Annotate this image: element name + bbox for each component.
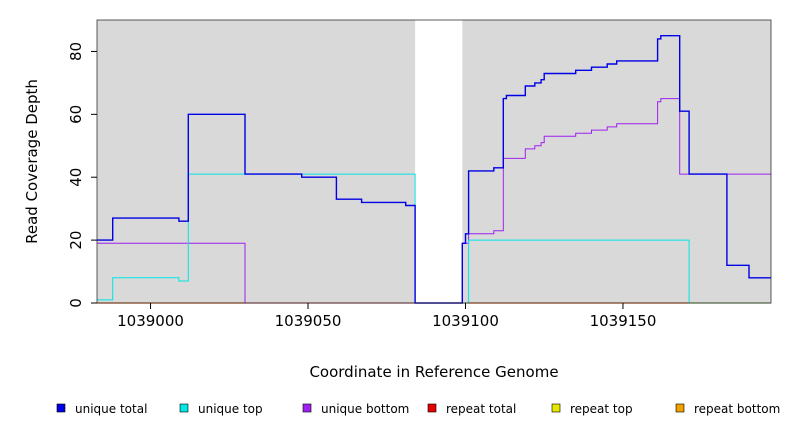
plot-area <box>97 20 771 303</box>
legend-item-repeat-bottom: repeat bottom <box>675 402 780 416</box>
x-tick-label: 1039100 <box>432 312 499 330</box>
legend-item-repeat-top: repeat top <box>551 402 633 416</box>
x-axis-title: Coordinate in Reference Genome <box>309 363 558 381</box>
x-tick-label: 1039150 <box>590 312 657 330</box>
y-tick-label: 60 <box>67 105 85 124</box>
legend-swatch <box>427 403 437 413</box>
x-tick-label: 1039000 <box>117 312 184 330</box>
legend-label: repeat top <box>570 402 633 416</box>
y-tick-label: 40 <box>67 168 85 187</box>
legend-swatch <box>675 403 685 413</box>
series-line-unique-bottom <box>97 98 771 304</box>
legend: unique total unique top unique bottom repea… <box>56 402 780 416</box>
legend-label: unique bottom <box>321 402 409 416</box>
plot-border <box>96 19 772 304</box>
legend-item-unique-total: unique total <box>56 402 147 416</box>
shaded-region-1 <box>97 20 416 303</box>
y-axis-title: Read Coverage Depth <box>23 79 41 244</box>
series-line-unique-total <box>97 35 771 304</box>
y-tick-label: 20 <box>67 231 85 250</box>
legend-item-unique-bottom: unique bottom <box>302 402 409 416</box>
legend-item-unique-top: unique top <box>179 402 263 416</box>
legend-label: unique total <box>75 402 147 416</box>
legend-label: repeat bottom <box>694 402 780 416</box>
legend-label: unique top <box>198 402 263 416</box>
legend-item-repeat-total: repeat total <box>427 402 516 416</box>
x-tick-label: 1039050 <box>275 312 342 330</box>
legend-swatch <box>551 403 561 413</box>
legend-label: repeat total <box>446 402 516 416</box>
legend-swatch <box>302 403 312 413</box>
legend-swatch <box>179 403 189 413</box>
y-tick-label: 0 <box>67 298 85 308</box>
y-tick-label: 80 <box>67 42 85 61</box>
legend-swatch <box>56 403 66 413</box>
axes: 1039000 1039050 1039100 1039150 0 20 40 60 80 <box>67 42 656 330</box>
shaded-region-2 <box>462 20 771 303</box>
